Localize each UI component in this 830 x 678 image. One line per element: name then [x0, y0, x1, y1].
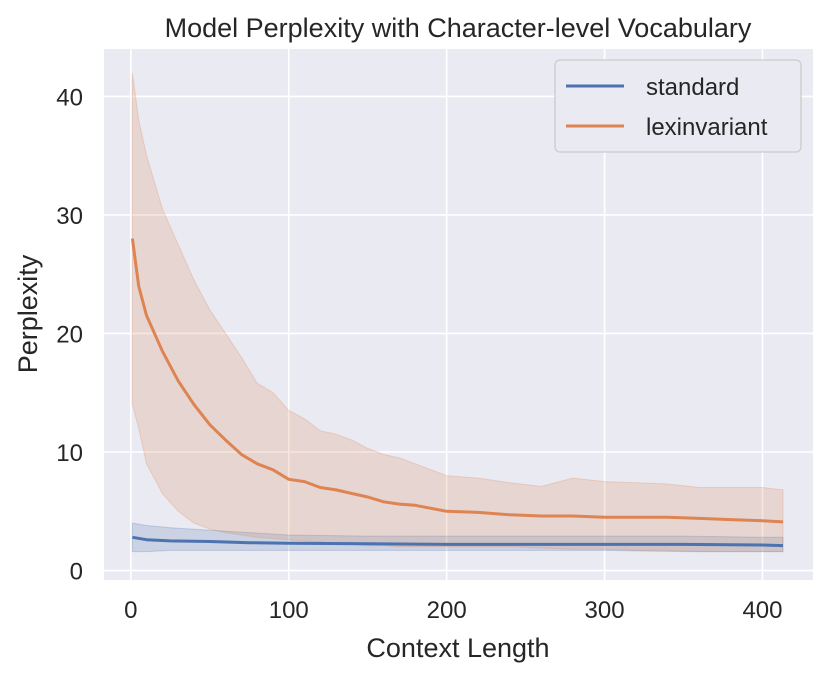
x-tick-label: 400	[742, 597, 782, 624]
legend-box	[554, 59, 802, 153]
x-tick-label: 100	[269, 597, 309, 624]
y-tick-label: 30	[56, 203, 83, 230]
legend-label-lexinvariant: lexinvariant	[646, 114, 768, 141]
line-standard	[132, 535, 784, 548]
line-lexinvariant	[130, 238, 784, 524]
y-tick-labels: 0 10 20 30 40	[56, 84, 83, 585]
x-tick-label: 0	[124, 597, 137, 624]
y-axis-label: Perplexity	[13, 254, 43, 373]
x-tick-label: 300	[585, 597, 625, 624]
legend: standard lexinvariant	[554, 59, 802, 153]
series-lines	[130, 238, 784, 548]
chart-title: Model Perplexity with Character-level Vo…	[165, 13, 752, 43]
y-tick-label: 40	[56, 84, 83, 111]
band-lexinvariant	[131, 72, 784, 553]
x-tick-label: 200	[427, 597, 467, 624]
y-tick-label: 20	[56, 321, 83, 348]
legend-label-standard: standard	[646, 74, 739, 101]
x-axis-label: Context Length	[366, 633, 549, 663]
y-tick-label: 0	[70, 559, 83, 586]
x-tick-labels: 0 100 200 300 400	[124, 597, 782, 624]
y-tick-label: 10	[56, 440, 83, 467]
